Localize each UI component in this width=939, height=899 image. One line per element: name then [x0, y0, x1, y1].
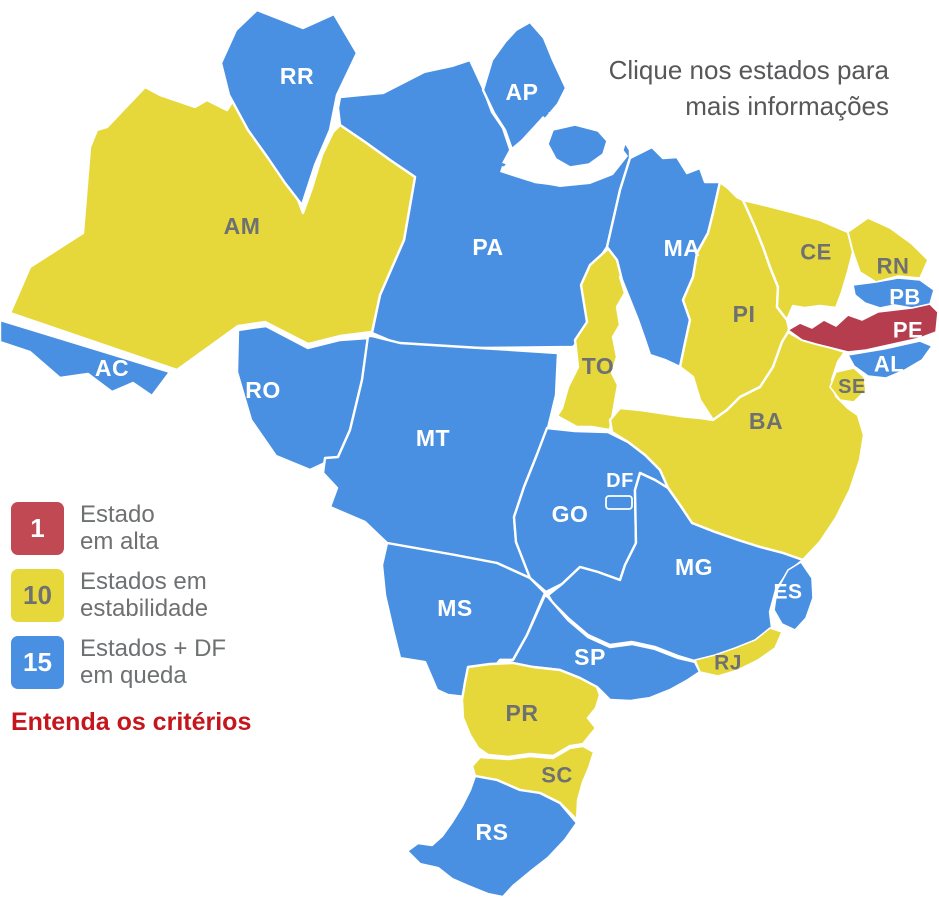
state-SP[interactable] [498, 593, 702, 703]
legend-swatch-queda: 15 [11, 635, 64, 689]
state-AM[interactable] [8, 75, 417, 372]
legend-item-queda: 15 Estados + DF em queda [11, 635, 251, 689]
state-PR[interactable] [460, 661, 602, 759]
state-AP[interactable] [481, 20, 568, 160]
state-SE[interactable] [829, 367, 867, 403]
marajo-island[interactable] [547, 124, 608, 168]
criteria-link[interactable]: Entenda os critérios [11, 708, 252, 736]
state-ES[interactable] [773, 561, 814, 631]
legend-count-alta: 1 [30, 512, 45, 543]
legend-count-estabilidade: 10 [23, 579, 52, 610]
state-CE[interactable] [741, 198, 855, 322]
legend-label-queda: Estados + DF em queda [80, 635, 226, 689]
map-instruction-line1: Clique nos estados para [608, 55, 889, 85]
state-AC[interactable] [0, 318, 172, 398]
river-channel-north [548, 112, 610, 137]
map-instruction-line2: mais informações [685, 91, 889, 121]
legend-item-estabilidade: 10 Estados em estabilidade [11, 568, 251, 622]
legend-label-alta-line2: em alta [80, 528, 159, 555]
legend-label-estabilidade: Estados em estabilidade [80, 568, 208, 622]
legend-label-queda-line1: Estados + DF [80, 635, 227, 662]
state-AL[interactable] [847, 340, 933, 379]
state-DF[interactable] [605, 495, 633, 510]
legend-label-alta: Estado em alta [80, 501, 159, 555]
legend-label-alta-line1: Estado [80, 501, 155, 528]
state-RN[interactable] [847, 217, 929, 283]
legend-label-estabilidade-line1: Estados em [80, 568, 207, 595]
legend-count-queda: 15 [23, 646, 52, 677]
legend-swatch-estabilidade: 10 [11, 568, 64, 622]
legend-label-queda-line2: em queda [80, 662, 187, 689]
map-instruction: Clique nos estados para mais informações [609, 52, 889, 124]
state-RR[interactable] [219, 8, 359, 207]
legend: 1 Estado em alta 10 Estados em estabilid… [11, 501, 251, 737]
river-channel-south [500, 148, 628, 187]
state-PE[interactable] [787, 303, 939, 353]
legend-swatch-alta: 1 [11, 501, 64, 555]
river-channel-west [502, 116, 552, 166]
legend-label-estabilidade-line2: estabilidade [80, 595, 209, 622]
state-MG[interactable] [546, 471, 805, 664]
state-PB[interactable] [852, 277, 935, 309]
state-RS[interactable] [405, 774, 579, 899]
state-RJ[interactable] [694, 627, 783, 677]
legend-item-alta: 1 Estado em alta [11, 501, 251, 555]
